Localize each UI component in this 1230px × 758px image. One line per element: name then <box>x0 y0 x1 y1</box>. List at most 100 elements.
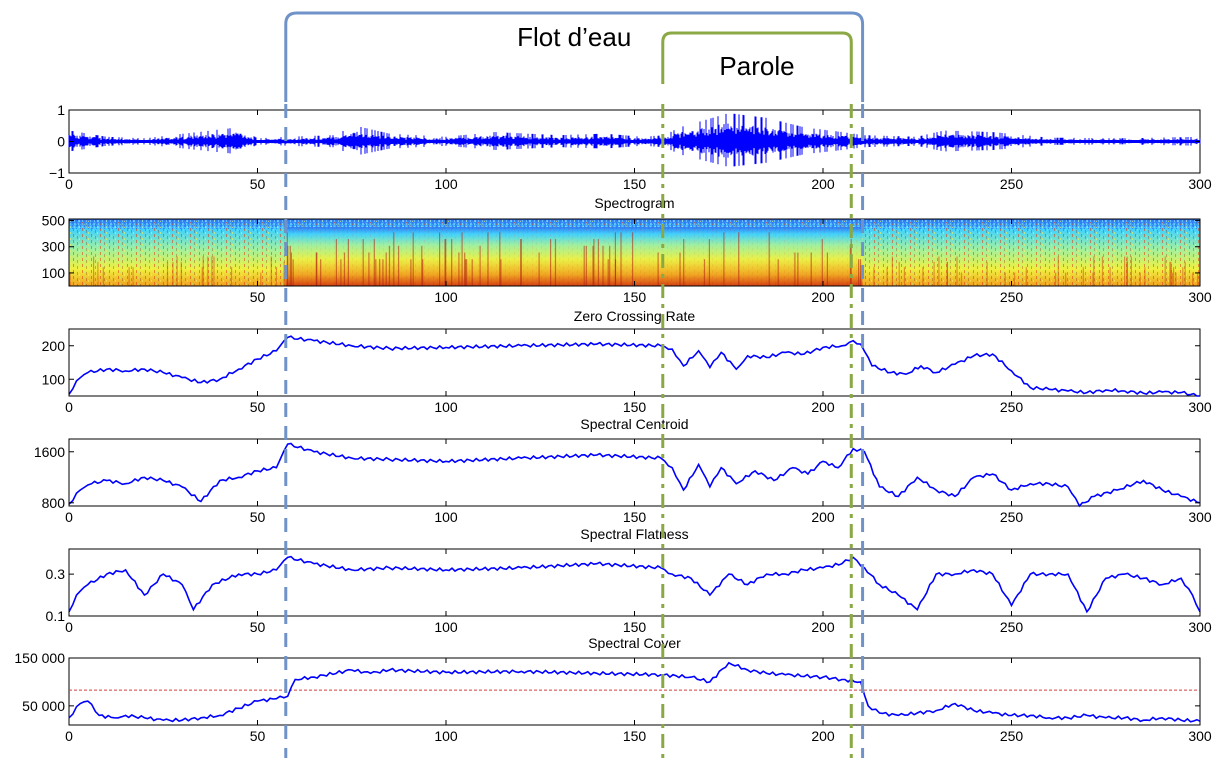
x-tick-label: 300 <box>1188 399 1212 415</box>
series-line <box>68 442 1201 508</box>
spectrogram-streak <box>592 245 594 286</box>
spectrogram-streak <box>93 256 95 286</box>
x-tick-label: 200 <box>811 176 835 192</box>
spectrogram-streak <box>290 252 292 286</box>
spectrogram-streak <box>614 259 617 286</box>
x-tick-label: 200 <box>811 289 835 305</box>
spectrogram-streaks <box>69 227 1199 286</box>
spectrogram-streak <box>550 239 552 286</box>
spectral-flatness-title: Spectral Flatness <box>580 526 688 542</box>
spectrogram-streak <box>1082 267 1084 286</box>
x-tick-label: 300 <box>1188 728 1212 744</box>
spectrogram-streak <box>602 245 604 286</box>
spectrogram-streak <box>956 256 958 286</box>
inner-bracket <box>661 31 853 84</box>
spectrogram-streak <box>287 245 289 286</box>
spectrogram-streak <box>826 252 828 286</box>
spectrogram-streak <box>1170 261 1172 286</box>
spectrogram-streak <box>554 239 557 286</box>
spectrogram-streak <box>922 267 924 286</box>
spectrogram-energy-region <box>285 227 863 286</box>
spectrogram-streak <box>464 259 466 286</box>
spectrogram-streak <box>1101 256 1104 286</box>
y-tick-label: −1 <box>49 165 65 181</box>
series-line <box>68 555 1201 614</box>
x-tick-label: 0 <box>65 619 73 635</box>
spectrogram-streak <box>632 232 634 286</box>
x-tick-label: 100 <box>434 619 458 635</box>
outer-bracket <box>284 11 865 102</box>
spectrogram-streak <box>500 259 502 286</box>
spectrogram-streak <box>1065 272 1067 286</box>
y-tick-label: 100 <box>42 265 66 281</box>
x-tick-label: 150 <box>623 399 647 415</box>
spectrogram-streak <box>375 259 377 286</box>
spectrogram-streak <box>102 267 104 286</box>
x-tick-label: 200 <box>811 399 835 415</box>
spectrogram-streak <box>289 245 291 286</box>
spectrogram-streak <box>201 267 203 286</box>
x-tick-label: 300 <box>1188 289 1212 305</box>
spectrogram-streak <box>451 239 453 286</box>
spectrogram-streak <box>444 239 446 286</box>
spectrogram-streak <box>597 239 599 286</box>
spectrogram-streak <box>585 245 587 286</box>
spectrogram-streak <box>461 232 463 286</box>
series-traces <box>68 335 1201 723</box>
x-tick-label: 200 <box>811 619 835 635</box>
spectrogram-title: Spectrogram <box>594 195 674 211</box>
spectrogram-streak <box>464 252 466 286</box>
series-line <box>68 661 1201 723</box>
spectrogram-streak <box>292 259 294 286</box>
spectrogram-streak <box>421 245 423 286</box>
spectrogram-streak <box>723 232 725 286</box>
spectrogram-streak <box>708 239 710 286</box>
spectrogram-streak <box>69 272 71 286</box>
x-tick-label: 300 <box>1188 176 1212 192</box>
spectrogram-streak <box>487 232 489 286</box>
spectral-cover-panel: Spectral Cover <box>68 635 1201 726</box>
spectral-flatness-panel: Spectral Flatness <box>68 526 1201 617</box>
x-tick-label: 150 <box>623 619 647 635</box>
spectrogram-streak <box>1093 256 1095 286</box>
spectrogram-streak <box>471 259 473 286</box>
spectrogram-streak <box>347 239 349 286</box>
spectrogram-streak <box>657 252 659 286</box>
spectrogram-streak <box>422 259 424 286</box>
x-tick-label: 300 <box>1188 509 1212 525</box>
spectrogram-streak <box>794 252 796 286</box>
spectrogram-streak <box>1130 256 1132 286</box>
x-tick-label: 250 <box>1000 176 1024 192</box>
spectrogram-streak <box>410 259 412 286</box>
spectrogram-streak <box>388 245 391 286</box>
spectrogram-streak <box>343 252 346 286</box>
spectral-centroid-title: Spectral Centroid <box>580 416 688 432</box>
y-tick-label: 1600 <box>34 444 65 460</box>
spectrogram-streak <box>211 256 213 286</box>
x-tick-label: 100 <box>434 509 458 525</box>
x-tick-label: 250 <box>1000 619 1024 635</box>
y-tick-label: 200 <box>42 338 66 354</box>
spectrogram-streak <box>466 259 468 286</box>
spectrogram-streak <box>499 232 501 286</box>
spectrogram-streak <box>270 256 272 286</box>
spectrogram-streak <box>1004 272 1006 286</box>
y-tick-label: 0.3 <box>46 566 66 582</box>
spectral-cover-title: Spectral Cover <box>588 635 681 651</box>
spectrogram-streak <box>172 261 174 286</box>
spectrogram-streak <box>166 261 169 286</box>
spectrogram-streak <box>1109 267 1111 286</box>
x-tick-label: 50 <box>250 619 266 635</box>
spectrogram-streak <box>933 261 935 286</box>
y-tick-label: 300 <box>42 239 66 255</box>
spectrogram-streak <box>679 252 681 286</box>
spectrogram-streak <box>213 256 215 286</box>
plot-area <box>68 438 1201 507</box>
spectrogram-streak <box>738 232 740 286</box>
x-tick-label: 150 <box>623 176 647 192</box>
spectrogram-streak <box>283 261 285 286</box>
spectrogram-streak <box>1164 256 1166 286</box>
x-tick-label: 150 <box>623 509 647 525</box>
spectrogram-streak <box>593 239 595 286</box>
